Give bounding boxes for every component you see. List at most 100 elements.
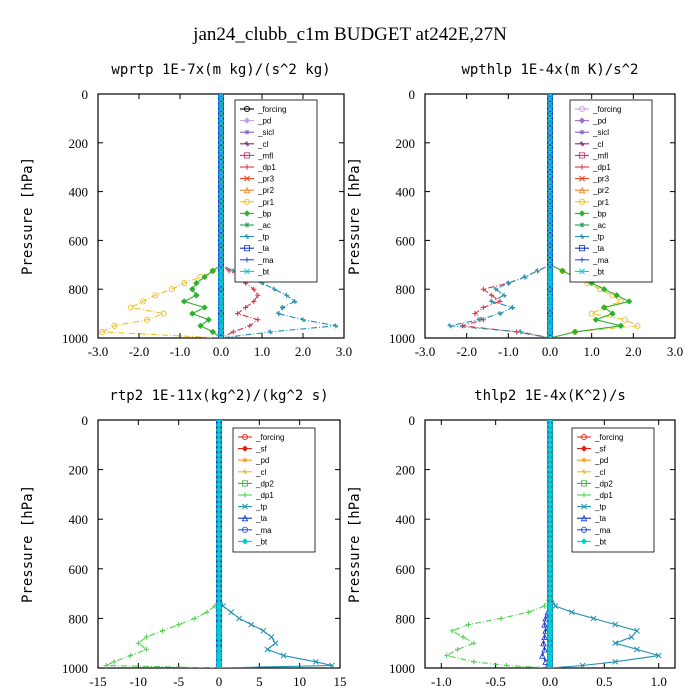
data-point bbox=[547, 125, 553, 132]
legend: _forcing _pd _sicl _cl _mfl _dp1 _pr3 _pr2 _pr1 _… bbox=[234, 99, 318, 283]
data-point bbox=[218, 94, 224, 97]
data-point bbox=[547, 296, 553, 302]
x-tick-label: 1.0 bbox=[651, 674, 667, 689]
data-point bbox=[218, 164, 224, 171]
data-point bbox=[497, 298, 503, 304]
data-point bbox=[143, 646, 149, 652]
legend-marker bbox=[579, 257, 585, 263]
data-point bbox=[193, 292, 200, 299]
data-point bbox=[547, 164, 553, 171]
data-point bbox=[547, 149, 553, 156]
data-point bbox=[218, 305, 224, 312]
data-point bbox=[471, 640, 477, 646]
x-tick-label: 15 bbox=[334, 674, 347, 689]
legend-label: _pr3 bbox=[592, 175, 610, 184]
legend-marker bbox=[242, 503, 248, 510]
legend-label: _bt bbox=[257, 267, 270, 276]
data-point bbox=[328, 662, 335, 668]
data-point bbox=[218, 256, 224, 263]
data-point bbox=[215, 664, 223, 668]
series-group bbox=[103, 420, 335, 668]
data-point bbox=[135, 640, 141, 646]
y-tick-label: 400 bbox=[396, 512, 416, 527]
legend-marker bbox=[242, 492, 248, 498]
data-point bbox=[547, 94, 553, 97]
legend-marker bbox=[581, 469, 587, 475]
data-point bbox=[547, 281, 553, 288]
data-point bbox=[559, 267, 566, 275]
data-point bbox=[547, 213, 553, 219]
y-tick-label: 600 bbox=[69, 562, 89, 577]
data-point bbox=[272, 640, 279, 647]
legend-label: _forcing bbox=[257, 105, 286, 114]
data-point bbox=[218, 247, 224, 254]
y-tick-label: 800 bbox=[69, 611, 89, 626]
y-tick-label: 400 bbox=[69, 185, 89, 200]
figure-title: jan24_clubb_c1m BUDGET at242E,27N bbox=[192, 24, 507, 45]
data-point bbox=[480, 286, 486, 292]
legend-marker bbox=[579, 268, 585, 275]
data-point bbox=[209, 328, 216, 336]
data-point bbox=[547, 174, 553, 180]
legend-label: _forcing bbox=[592, 105, 621, 114]
data-point bbox=[271, 286, 277, 292]
series-line-dp1 bbox=[445, 420, 551, 668]
data-point bbox=[243, 304, 249, 311]
data-point bbox=[471, 659, 477, 665]
x-tick-label: 5 bbox=[256, 674, 263, 689]
data-point bbox=[300, 317, 306, 323]
legend-label: _ta bbox=[594, 514, 607, 523]
legend-marker bbox=[243, 210, 251, 217]
legend-label: _dp1 bbox=[592, 163, 611, 172]
legend-marker bbox=[243, 245, 250, 252]
y-tick-label: 400 bbox=[69, 512, 89, 527]
data-point bbox=[509, 304, 516, 311]
data-point bbox=[601, 286, 608, 293]
data-point bbox=[230, 329, 236, 335]
data-point bbox=[218, 274, 224, 280]
data-point bbox=[541, 621, 548, 628]
legend: _forcing _pd _sicl _cl _mfl _dp1 _pr3 _pr2 _pr1 _… bbox=[569, 99, 653, 283]
data-point bbox=[460, 634, 466, 640]
legend-label: _sf bbox=[255, 445, 267, 454]
data-point bbox=[279, 304, 286, 311]
y-tick-label: 1000 bbox=[62, 331, 88, 346]
data-point bbox=[547, 335, 553, 338]
data-point bbox=[143, 634, 149, 640]
data-point bbox=[547, 203, 553, 210]
data-point bbox=[251, 298, 257, 304]
chart-panel-4: thlp2 1E-4x(K^2)/s Pressure [hPa] -1.0 -0.5… bbox=[347, 388, 676, 689]
legend-marker bbox=[241, 514, 249, 522]
data-point bbox=[247, 323, 253, 329]
legend-label: _pr3 bbox=[257, 175, 275, 184]
data-point bbox=[218, 252, 224, 258]
y-tick-label: 200 bbox=[69, 136, 89, 151]
x-tick-label: 3.0 bbox=[336, 344, 352, 359]
legend-label: _tp bbox=[257, 233, 270, 242]
legend-marker bbox=[580, 526, 588, 533]
legend: _forcing _sf _pd _cl _dp2 _dp1 _tp _ta _ma _bt bbox=[571, 427, 655, 553]
y-tick-label: 1000 bbox=[62, 661, 88, 676]
legend-marker bbox=[243, 105, 251, 113]
y-tick-label: 600 bbox=[396, 562, 416, 577]
data-point bbox=[204, 609, 210, 615]
data-point bbox=[498, 615, 504, 621]
data-point bbox=[218, 330, 224, 337]
data-point bbox=[218, 310, 224, 317]
data-point bbox=[193, 279, 200, 287]
data-point bbox=[547, 291, 553, 298]
chart-panel-2: wpthlp 1E-4x(m K)/s^2 Pressure [hPa] -3.0 -… bbox=[347, 62, 683, 359]
data-point bbox=[218, 325, 224, 332]
data-point bbox=[268, 634, 275, 640]
data-point bbox=[218, 208, 224, 215]
x-tick-label: 2.0 bbox=[625, 344, 641, 359]
data-point bbox=[218, 154, 224, 161]
x-tick-label: 0.0 bbox=[542, 344, 558, 359]
legend-marker bbox=[243, 117, 251, 124]
legend-label: _ac bbox=[592, 221, 606, 230]
data-point bbox=[609, 310, 616, 317]
legend-marker bbox=[579, 152, 586, 159]
data-point bbox=[176, 622, 182, 628]
legend-label: _pd bbox=[592, 117, 606, 126]
data-point bbox=[160, 310, 167, 317]
